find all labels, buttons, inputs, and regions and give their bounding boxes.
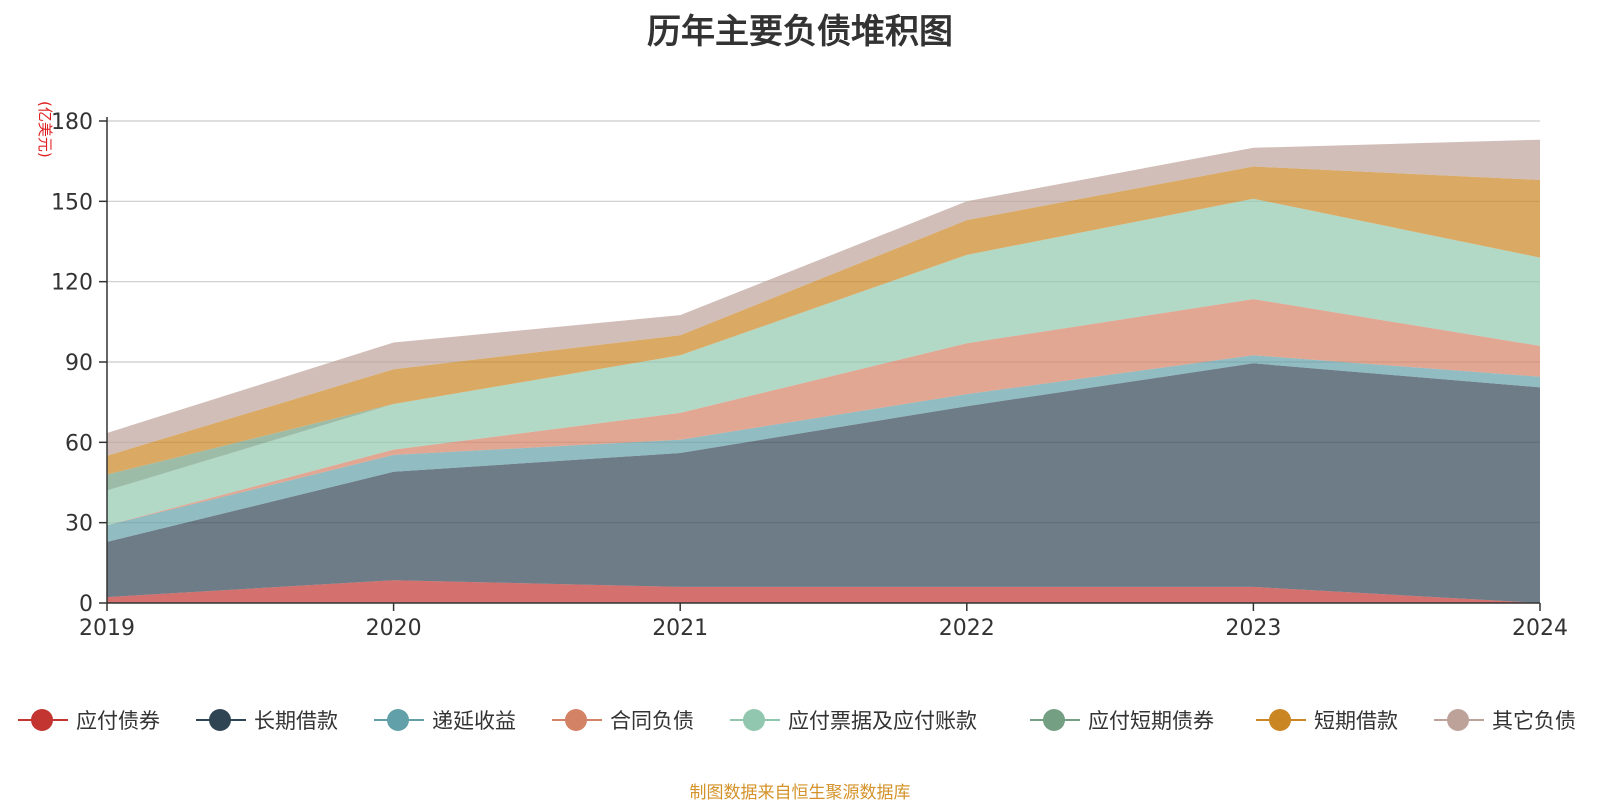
y-tick-label: 90 [65, 351, 93, 376]
legend-item[interactable]: 短期借款 [1256, 700, 1398, 740]
series-area-0 [107, 580, 1540, 603]
series-areas [107, 139, 1540, 603]
legend-label: 递延收益 [432, 709, 516, 733]
legend-marker-icon [1030, 708, 1080, 732]
legend-marker-icon [374, 708, 424, 732]
tick-labels: 0 30 60 90 120 150 180 2019 2020 2021 2022 2023 2024 [51, 110, 1568, 641]
legend-label: 合同负债 [610, 709, 694, 733]
legend: 应付债券 长期借款 递延收益 合同负债 应付票据及应付账款 应付短期债券 短期借款 其它负债 [0, 700, 1600, 740]
y-tick-label: 60 [65, 431, 93, 456]
x-tick-label: 2019 [79, 616, 135, 641]
legend-marker-icon [18, 708, 68, 732]
legend-label: 其它负债 [1492, 709, 1576, 733]
series-area-7 [107, 139, 1540, 456]
legend-item[interactable]: 应付短期债券 [1030, 700, 1214, 740]
source-note: 制图数据来自恒生聚源数据库 [689, 783, 911, 803]
legend-item[interactable]: 合同负债 [552, 700, 694, 740]
legend-marker-icon [730, 708, 780, 732]
legend-marker-icon [552, 708, 602, 732]
y-tick-label: 120 [51, 271, 93, 296]
x-tick-label: 2020 [366, 616, 422, 641]
legend-label: 应付短期债券 [1088, 709, 1214, 733]
y-tick-label: 0 [79, 592, 93, 617]
legend-item[interactable]: 长期借款 [196, 700, 338, 740]
y-tick-label: 180 [51, 110, 93, 135]
series-area-3 [107, 299, 1540, 526]
series-area-6 [107, 166, 1540, 475]
y-tick-label: 150 [51, 190, 93, 215]
legend-label: 应付票据及应付账款 [788, 709, 977, 733]
legend-marker-icon [1434, 708, 1484, 732]
legend-label: 应付债券 [76, 709, 160, 733]
legend-item[interactable]: 其它负债 [1434, 700, 1576, 740]
series-area-4 [107, 198, 1540, 526]
legend-label: 长期借款 [254, 709, 338, 733]
legend-marker-icon [196, 708, 246, 732]
series-area-1 [107, 363, 1540, 603]
series-area-2 [107, 355, 1540, 542]
x-tick-label: 2022 [939, 616, 995, 641]
axes [99, 117, 1541, 611]
legend-item[interactable]: 递延收益 [374, 700, 516, 740]
legend-label: 短期借款 [1314, 709, 1398, 733]
legend-item[interactable]: 应付票据及应付账款 [730, 700, 977, 740]
x-tick-label: 2021 [652, 616, 708, 641]
legend-item[interactable]: 应付债券 [18, 700, 160, 740]
y-tick-label: 30 [65, 512, 93, 537]
chart-plot: 0 30 60 90 120 150 180 2019 2020 2021 2022 2023 2024 [51, 110, 1568, 641]
chart-title: 历年主要负债堆积图 [647, 12, 953, 52]
x-tick-label: 2024 [1512, 616, 1568, 641]
legend-marker-icon [1256, 708, 1306, 732]
x-tick-label: 2023 [1225, 616, 1281, 641]
